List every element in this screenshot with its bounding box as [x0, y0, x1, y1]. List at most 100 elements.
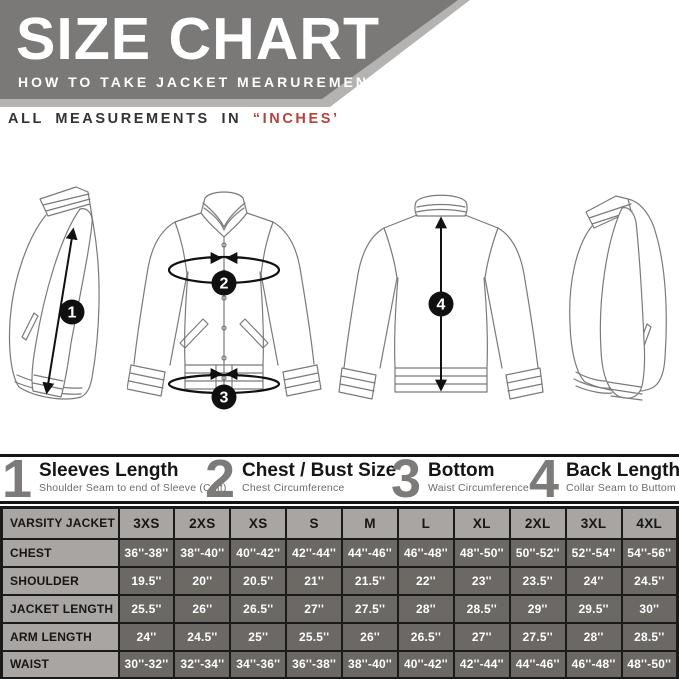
- column-header-size: M: [341, 506, 399, 540]
- cell-value: 38''-40'': [173, 537, 232, 568]
- legend-number-4: 4: [529, 449, 560, 509]
- table-row-chest: CHEST 36''-38'' 38''-40'' 40''-42'' 42''…: [0, 537, 679, 568]
- legend-item-bottom: 3 Bottom Waist Circumference: [391, 449, 529, 509]
- cell-value: 30''-32'': [117, 649, 176, 679]
- legend-bottom-rule: [0, 501, 679, 504]
- cell-value: 22'': [396, 565, 455, 596]
- cell-value: 21'': [285, 565, 344, 596]
- legend-subtitle: Waist Circumference: [428, 482, 529, 494]
- row-label: SHOULDER: [0, 565, 120, 596]
- legend-number-3: 3: [391, 449, 422, 509]
- legend-title: Chest / Bust Size: [242, 460, 397, 481]
- cell-value: 21.5'': [341, 565, 399, 596]
- table-row-arm-length: ARM LENGTH 24'' 24.5'' 25'' 25.5'' 26'' …: [0, 621, 679, 652]
- jacket-side-view-right-illustration: [569, 195, 667, 401]
- cell-value: 27'': [285, 593, 344, 624]
- cell-value: 46''-48'': [564, 649, 623, 679]
- cell-value: 34''-36'': [229, 649, 288, 679]
- cell-value: 25.5'': [117, 593, 176, 624]
- marker-3-label: 3: [220, 390, 229, 407]
- jacket-outline: [127, 191, 322, 397]
- cell-value: 42''-44'': [285, 537, 344, 568]
- legend-subtitle: Shoulder Seam to end of Sleeve (Cuff): [39, 482, 227, 494]
- jacket-outline: [338, 194, 544, 400]
- column-header-size: XS: [229, 506, 288, 540]
- legend-number-1: 1: [2, 449, 33, 509]
- column-header-size: L: [396, 506, 455, 540]
- marker-2-label: 2: [220, 276, 229, 293]
- legend-top-rule: [0, 454, 679, 457]
- cell-value: 25'': [229, 621, 288, 652]
- cell-value: 24'': [117, 621, 176, 652]
- back-length-measure: 4: [428, 216, 454, 392]
- cell-value: 26'': [173, 593, 232, 624]
- size-chart-table: VARSITY JACKET 3XS 2XS XS S M L XL 2XL 3…: [0, 506, 679, 679]
- column-header-size: 3XS: [117, 506, 176, 540]
- cell-value: 19.5'': [117, 565, 176, 596]
- cell-value: 23'': [452, 565, 511, 596]
- row-label: JACKET LENGTH: [0, 593, 120, 624]
- marker-4-label: 4: [437, 297, 446, 314]
- jacket-outline: [8, 186, 100, 400]
- column-header-size: XL: [452, 506, 511, 540]
- cell-value: 29'': [508, 593, 567, 624]
- cell-value: 25.5'': [285, 621, 344, 652]
- marker-2-badge: [211, 270, 237, 296]
- jacket-back-view-illustration: 4: [338, 194, 544, 400]
- jacket-front-view-illustration: 2 3: [127, 191, 322, 410]
- row-label: ARM LENGTH: [0, 621, 120, 652]
- table-row-jacket-length: JACKET LENGTH 25.5'' 26'' 26.5'' 27'' 27…: [0, 593, 679, 624]
- legend-title: Bottom: [428, 460, 495, 481]
- cell-value: 27.5'': [341, 593, 399, 624]
- cell-value: 48''-50'': [452, 537, 511, 568]
- marker-3-badge: [211, 384, 237, 410]
- legend-title: Sleeves Length: [39, 460, 179, 481]
- cell-value: 36''-38'': [117, 537, 176, 568]
- marker-1-label: 1: [68, 305, 77, 322]
- cell-value: 46''-48'': [396, 537, 455, 568]
- legend-item-back-length: 4 Back Length Collar Seam to Buttom: [529, 449, 679, 509]
- page-title: SIZE CHART: [16, 6, 380, 72]
- cell-value: 24'': [564, 565, 623, 596]
- cell-value: 32''-34'': [173, 649, 232, 679]
- legend-subtitle: Collar Seam to Buttom: [566, 482, 676, 494]
- cell-value: 29.5'': [564, 593, 623, 624]
- cell-value: 36''-38'': [285, 649, 344, 679]
- column-header-size: S: [285, 506, 344, 540]
- cell-value: 27.5'': [508, 621, 567, 652]
- legend-item-chest-bust-size: 2 Chest / Bust Size Chest Circumference: [205, 449, 397, 509]
- cell-value: 48''-50'': [620, 649, 679, 679]
- cell-value: 26'': [341, 621, 399, 652]
- cell-value: 28.5'': [452, 593, 511, 624]
- cell-value: 28.5'': [620, 621, 679, 652]
- cell-value: 24.5'': [620, 565, 679, 596]
- cell-value: 44''-46'': [508, 649, 567, 679]
- cell-value: 30'': [620, 593, 679, 624]
- units-note-inches: “INCHES’: [252, 111, 340, 127]
- legend-subtitle: Chest Circumference: [242, 482, 345, 494]
- cell-value: 20.5'': [229, 565, 288, 596]
- marker-1-badge: [59, 299, 85, 325]
- legend-title: Back Length: [566, 460, 679, 481]
- chest-measure: 2: [167, 252, 281, 296]
- row-label: WAIST: [0, 649, 120, 679]
- cell-value: 42''-44'': [452, 649, 511, 679]
- column-header-size: 4XL: [620, 506, 679, 540]
- jacket-side-view-left-illustration: 1: [8, 186, 100, 400]
- column-header-size: 2XL: [508, 506, 567, 540]
- cell-value: 40''-42'': [229, 537, 288, 568]
- cell-value: 28'': [396, 593, 455, 624]
- cell-value: 28'': [564, 621, 623, 652]
- cell-value: 24.5'': [173, 621, 232, 652]
- cell-value: 52''-54'': [564, 537, 623, 568]
- legend-item-sleeves-length: 1 Sleeves Length Shoulder Seam to end of…: [2, 449, 227, 509]
- cell-value: 50''-52'': [508, 537, 567, 568]
- bottom-measure: 3: [167, 368, 281, 410]
- marker-4-badge: [428, 291, 454, 317]
- jacket-outline: [569, 195, 667, 401]
- row-label: CHEST: [0, 537, 120, 568]
- cell-value: 26.5'': [229, 593, 288, 624]
- legend-number-2: 2: [205, 449, 236, 509]
- column-header-size: 3XL: [564, 506, 623, 540]
